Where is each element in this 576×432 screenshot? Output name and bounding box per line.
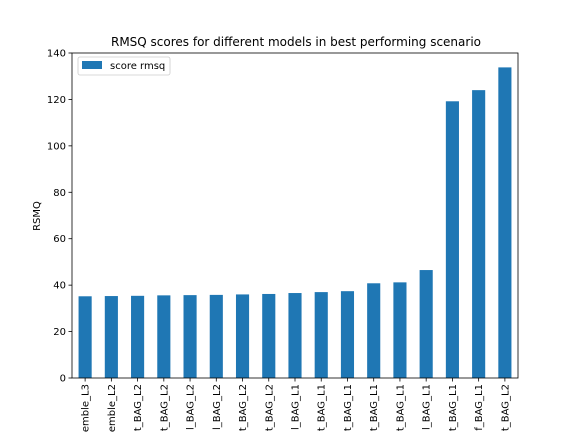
- bar: [367, 283, 380, 378]
- bar: [393, 282, 406, 378]
- x-tick-label: t_BAG_L2: [238, 384, 249, 431]
- legend-label: score rmsq: [110, 61, 165, 72]
- bar: [105, 296, 118, 378]
- bar: [210, 295, 223, 378]
- x-tick-label: l_BAG_L2: [212, 384, 223, 430]
- x-tick-label: f_BAG_L1: [474, 384, 485, 431]
- x-tick-label: t_BAG_L2: [264, 384, 275, 431]
- bar: [79, 296, 92, 378]
- y-tick-label: 40: [53, 281, 66, 292]
- bar: [236, 294, 249, 378]
- x-axis: emble_L3 emble_L2 t_BAG_L2 t_BAG_L2 l_BAG_L2…: [81, 378, 512, 432]
- x-tick-label: t_BAG_L1: [369, 384, 380, 431]
- y-axis: 0 20 40 60 80 100 120 140: [47, 49, 72, 385]
- y-tick-label: 120: [47, 95, 66, 106]
- y-axis-label: RSMQ: [32, 201, 43, 231]
- bars: [79, 67, 512, 378]
- chart-title: RMSQ scores for different models in best…: [111, 35, 481, 49]
- bar: [184, 295, 197, 378]
- x-tick-label: t_BAG_L2: [133, 384, 144, 431]
- x-tick-label: emble_L3: [81, 384, 92, 432]
- bar: [262, 294, 275, 378]
- bar: [315, 292, 328, 378]
- y-tick-label: 20: [53, 327, 66, 338]
- y-tick-label: 140: [47, 49, 66, 60]
- legend-swatch: [82, 61, 102, 69]
- legend: score rmsq: [78, 57, 170, 75]
- bar: [498, 67, 511, 378]
- y-tick-label: 60: [53, 234, 66, 245]
- x-tick-label: t_BAG_L1: [395, 384, 406, 431]
- bar: [472, 90, 485, 378]
- x-tick-label: l_BAG_L1: [291, 384, 302, 430]
- x-tick-label: t_BAG_L2: [500, 384, 511, 431]
- x-tick-label: t_BAG_L2: [159, 384, 170, 431]
- y-tick-label: 80: [53, 188, 66, 199]
- x-tick-label: l_BAG_L1: [422, 384, 433, 430]
- x-tick-label: emble_L2: [107, 384, 118, 432]
- y-tick-label: 0: [60, 374, 66, 385]
- bar: [446, 101, 459, 378]
- x-tick-label: t_BAG_L1: [343, 384, 354, 431]
- bar: [341, 291, 354, 378]
- x-tick-label: l_BAG_L2: [186, 384, 197, 430]
- x-tick-label: t_BAG_L1: [317, 384, 328, 431]
- bar: [131, 296, 144, 378]
- x-tick-label: t_BAG_L1: [448, 384, 459, 431]
- y-tick-label: 100: [47, 141, 66, 152]
- bar: [288, 293, 301, 378]
- bar: [157, 295, 170, 378]
- bar: [420, 270, 433, 378]
